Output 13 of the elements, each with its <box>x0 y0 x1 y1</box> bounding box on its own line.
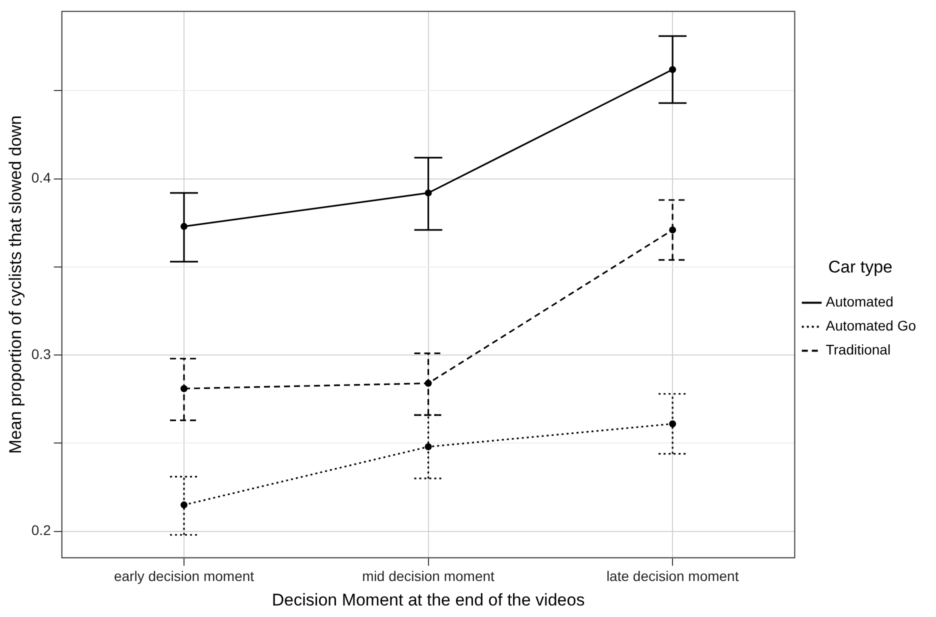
x-axis-title: Decision Moment at the end of the videos <box>272 590 585 610</box>
x-tick-label: late decision moment <box>606 568 739 584</box>
point <box>669 420 676 428</box>
legend-label: Automated <box>826 294 894 310</box>
y-tick-label: 0.3 <box>31 346 52 362</box>
x-tick-label: early decision moment <box>114 568 254 584</box>
x-tick-label: mid decision moment <box>362 568 495 584</box>
y-tick-label: 0.2 <box>31 522 52 538</box>
legend-label: Automated Go <box>826 318 916 334</box>
legend-label: Traditional <box>826 342 891 358</box>
y-tick-label: 0.4 <box>31 170 52 186</box>
legend-title: Car type <box>828 257 892 276</box>
y-axis-title: Mean proportion of cyclists that slowed down <box>6 115 25 454</box>
